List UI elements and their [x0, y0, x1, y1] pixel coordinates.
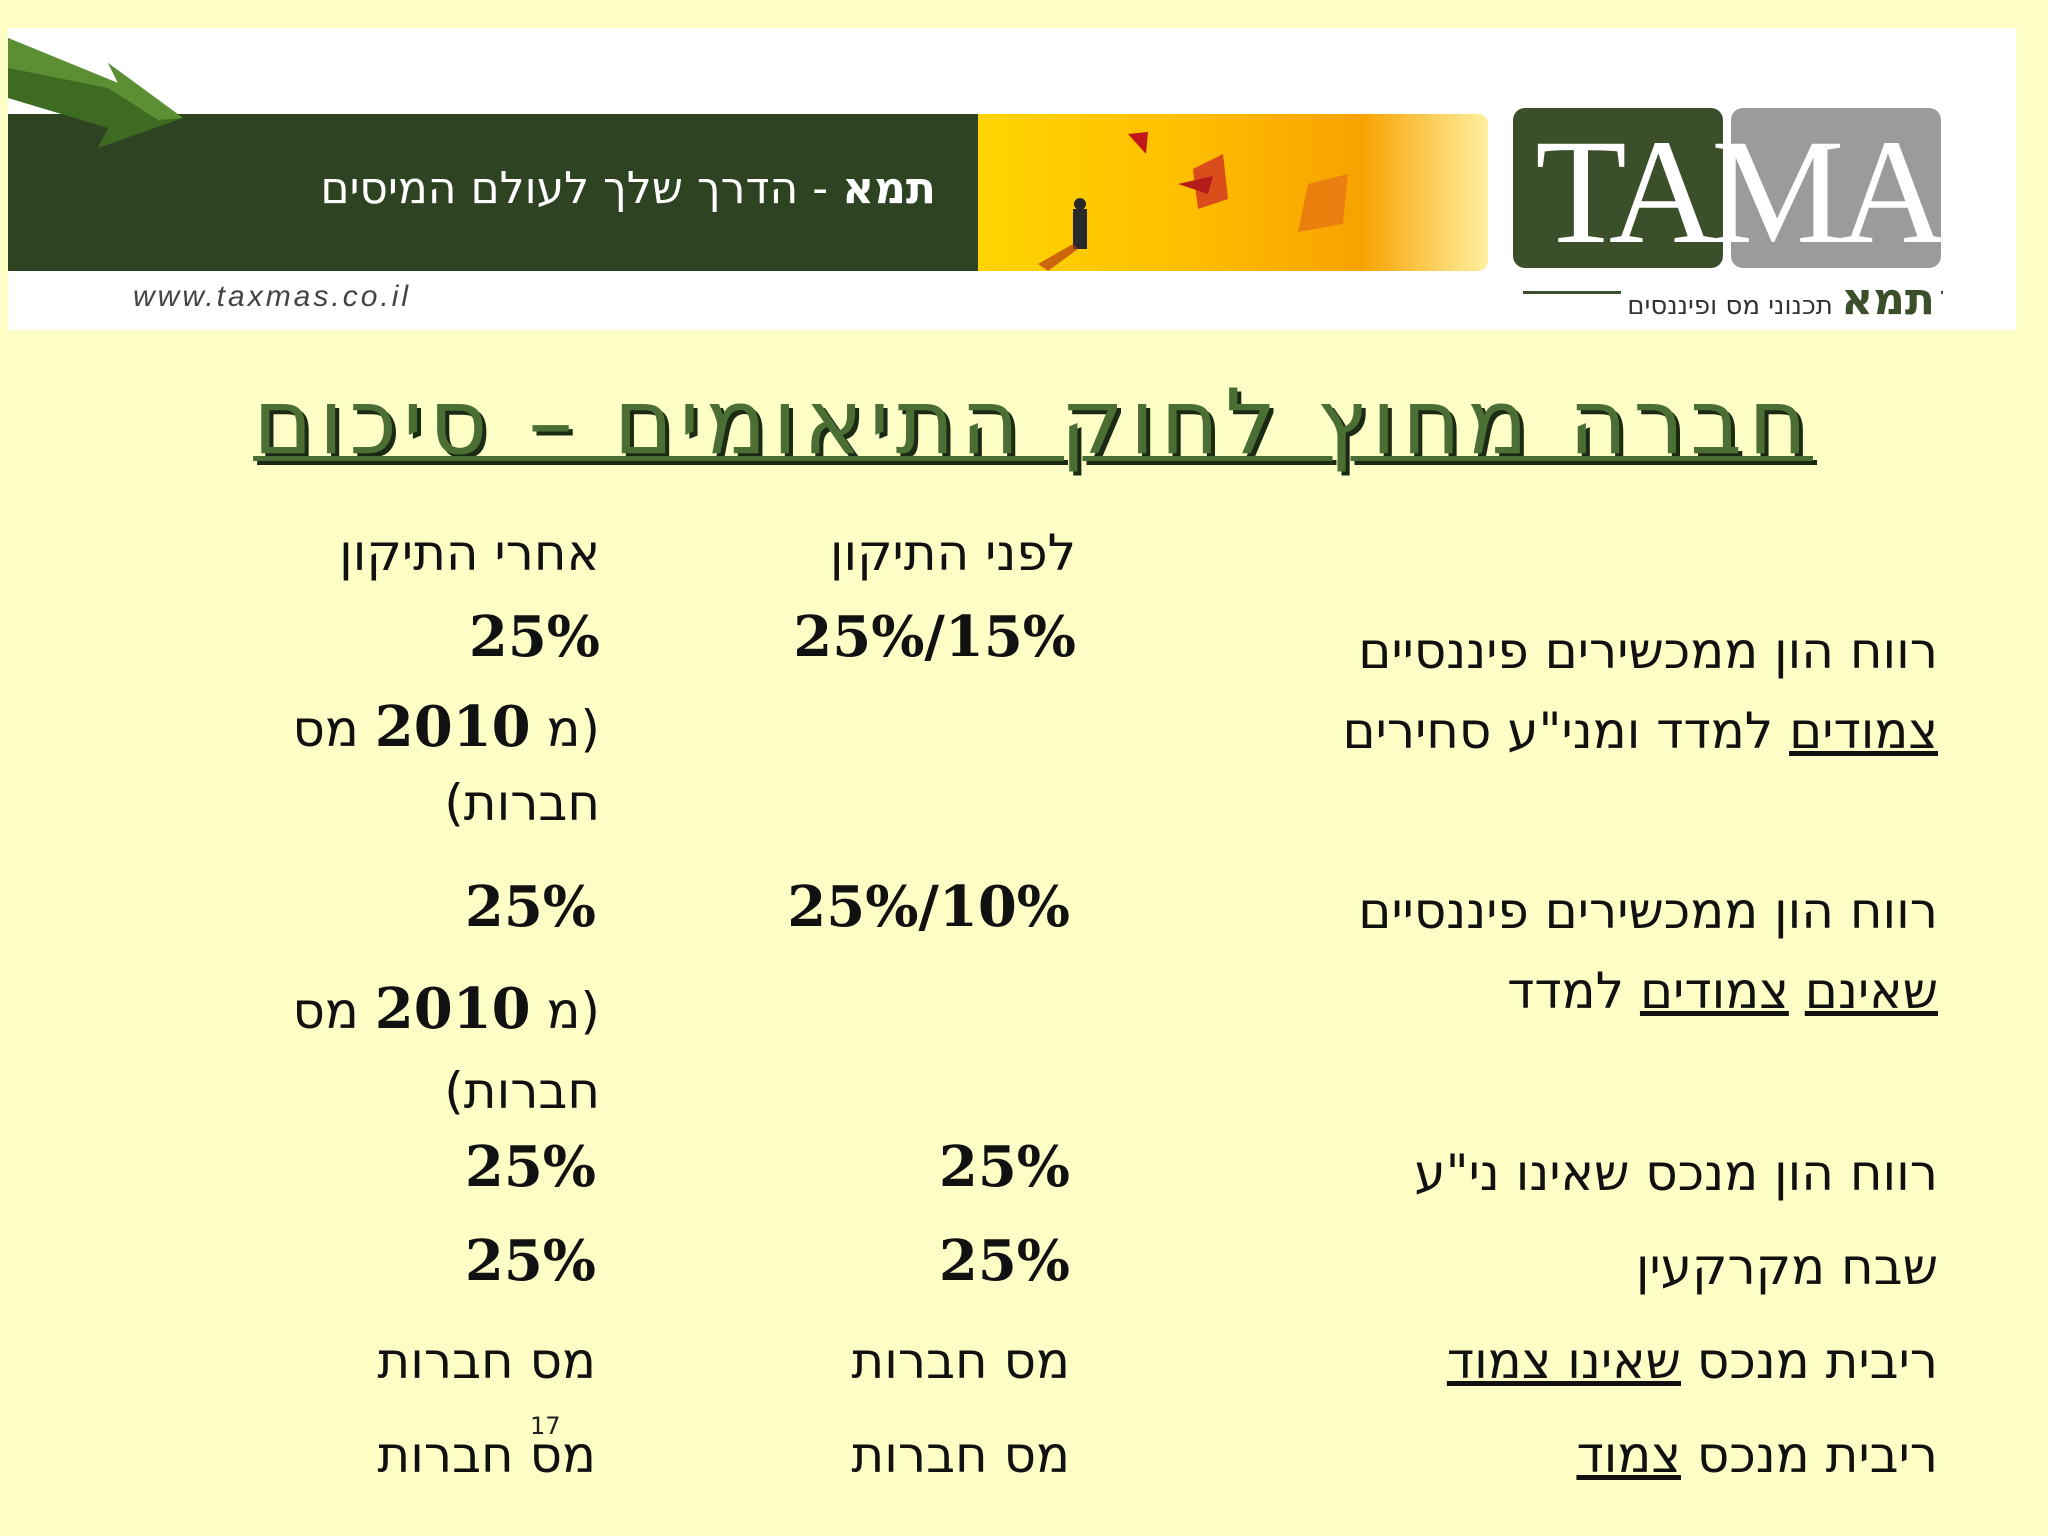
row-2-after: 25% [465, 876, 596, 938]
row-3-after: 25% [465, 1136, 596, 1198]
row-1-before: 25%/15% [793, 606, 1076, 668]
row-3-after-value: 25% [464, 1134, 596, 1200]
row-1-label-underlined: צמודים [1789, 702, 1938, 760]
logo-box-gray [1731, 108, 1941, 268]
row-4-after: 25% [465, 1230, 596, 1292]
page-number: 17 [530, 1412, 561, 1440]
row-5-label-text: ריבית מנכס [1680, 1332, 1938, 1390]
row-2-label-line-1: רווח הון ממכשירים פיננסיים [1358, 882, 1938, 940]
row-6-label: ריבית מנכס צמוד [1576, 1424, 1938, 1486]
row-1-note-year: 2010 [374, 694, 531, 760]
row-1-label-rest: למדד ומני"ע סחירים [1342, 702, 1790, 760]
logo-hebrew-subtitle: תמא תכנוני מס ופיננסים [1621, 274, 1941, 325]
row-6-label-underlined: צמוד [1576, 1426, 1681, 1484]
row-2-note-prefix: (מ [530, 982, 600, 1040]
row-5-label: ריבית מנכס שאינו צמוד [1447, 1330, 1938, 1392]
row-5-label-underlined: שאינו צמוד [1446, 1332, 1681, 1390]
header-banner: תמא - הדרך שלך לעולם המיסים www.taxmas.c… [8, 28, 2016, 330]
website-url[interactable]: www.taxmas.co.il [133, 280, 412, 313]
row-2-label-underlined-1: שאינם [1804, 962, 1938, 1020]
row-1-label-line-1: רווח הון ממכשירים פיננסיים [1358, 622, 1938, 680]
row-2-label-rest: למדד [1507, 962, 1640, 1020]
row-3-before: 25% [939, 1136, 1070, 1198]
banner-tagline: תמא - הדרך שלך לעולם המיסים [320, 163, 936, 214]
row-3-label: רווח הון מנכס שאינו ני"ע [1414, 1144, 1938, 1202]
photo-illustration [1038, 132, 1348, 271]
row-2-after-note-line-2: חברות) [444, 1062, 600, 1120]
row-2-note-year: 2010 [374, 976, 531, 1042]
row-5-before: מס חברות [851, 1332, 1070, 1390]
row-2-label-underlined-2: צמודים [1639, 962, 1789, 1020]
column-header-before: לפני התיקון [829, 524, 1076, 582]
row-2-label-line-2: שאינם צמודים למדד [1507, 960, 1938, 1022]
row-6-before: מס חברות [851, 1426, 1070, 1484]
row-1-note-prefix: (מ [530, 700, 600, 758]
row-4-label: שבח מקרקעין [1635, 1238, 1938, 1296]
row-2-after-value: 25% [464, 874, 596, 940]
row-2-note-suffix: מס [292, 982, 375, 1040]
green-arrow-icon [8, 38, 183, 148]
row-1-note-suffix: מס [292, 700, 375, 758]
tagline-brand: תמא [842, 163, 936, 214]
logo-wordmark: TAMA [1535, 109, 1947, 275]
row-1-after-value: 25% [468, 604, 600, 670]
row-2-before-value: 25%/10% [787, 874, 1070, 940]
banner-photo [978, 114, 1488, 271]
row-4-before-value: 25% [938, 1228, 1070, 1294]
tama-logo: TAMA תמא תכנוני מס ופיננסים [1513, 108, 1953, 325]
row-1-after-note-line-1: (מ 2010 מס [292, 696, 600, 760]
column-header-after: אחרי התיקון [339, 524, 600, 582]
row-1-after: 25% [469, 606, 600, 668]
row-1-after-note-line-2: חברות) [444, 774, 600, 832]
row-4-before: 25% [939, 1230, 1070, 1292]
row-6-label-text: ריבית מנכס [1680, 1426, 1938, 1484]
row-3-before-value: 25% [938, 1134, 1070, 1200]
row-1-before-value: 25%/15% [793, 604, 1076, 670]
row-6-after: מס חברות [377, 1426, 596, 1484]
tagline-text: - הדרך שלך לעולם המיסים [320, 163, 843, 214]
row-2-before: 25%/10% [787, 876, 1070, 938]
logo-box-green [1513, 108, 1723, 268]
row-5-after: מס חברות [377, 1332, 596, 1390]
logo-hebrew-brand: תמא [1841, 274, 1935, 325]
row-4-after-value: 25% [464, 1228, 596, 1294]
row-2-label-space [1789, 962, 1805, 1020]
slide-title: חברה מחוץ לחוק התיאומים – סיכום [253, 370, 1813, 475]
row-1-label-line-2: צמודים למדד ומני"ע סחירים [1342, 700, 1938, 762]
banner-dark-strip [8, 114, 983, 271]
logo-hebrew-sub: תכנוני מס ופיננסים [1627, 291, 1833, 321]
row-2-after-note-line-1: (מ 2010 מס [292, 978, 600, 1042]
